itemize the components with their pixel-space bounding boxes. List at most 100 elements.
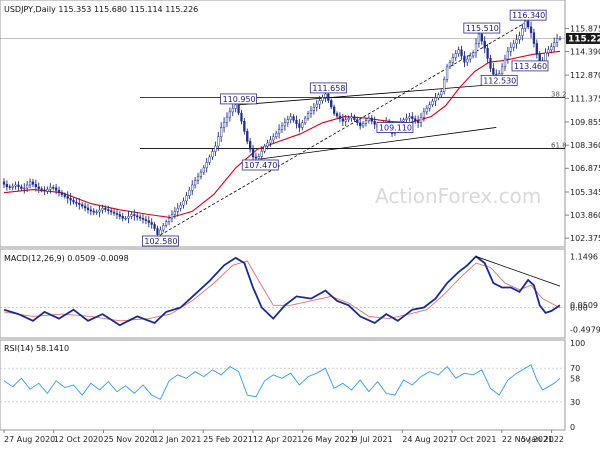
price-candle-body (228, 111, 232, 118)
callout-box (463, 22, 501, 34)
price-candle-body (315, 103, 318, 108)
price-candle-body (222, 122, 226, 128)
price-candle-body (272, 136, 275, 141)
price-candle-body (335, 113, 339, 117)
price-candle-body (86, 207, 90, 211)
price-candle-body (237, 104, 240, 114)
price-candle-body (11, 185, 14, 188)
price-y-label: 114.390 (570, 47, 600, 56)
callout-box (309, 82, 347, 94)
x-label: 9 Jul 2021 (353, 435, 393, 444)
x-label: 5 Jan 2022 (521, 435, 564, 444)
price-candle-body (23, 187, 26, 190)
price-callouts: 116.340 115.510 113.460 112.530 111.658 110.9… (141, 9, 549, 247)
price-candle-body (269, 139, 272, 144)
price-candle-body (170, 214, 174, 219)
price-candle-body (231, 108, 234, 113)
price-y-label: 109.855 (570, 118, 600, 127)
x-label: 7 Oct 2021 (452, 435, 496, 444)
price-candle-body (347, 117, 350, 120)
price-candle-body (193, 180, 197, 186)
price-candle-body (182, 200, 185, 206)
price-candle-body (463, 55, 466, 63)
price-candle-body (121, 216, 124, 219)
price-candle-body (225, 116, 229, 123)
price-candle-body (370, 117, 373, 122)
price-candle-body (553, 42, 556, 47)
callout-box (480, 74, 518, 86)
price-candle-body (419, 117, 423, 124)
price-candle-body (558, 38, 562, 40)
price-candle-body (408, 116, 411, 119)
callout-label: 116.340 (512, 11, 545, 20)
price-candle-body (2, 181, 6, 185)
price-candle-body (428, 104, 431, 109)
price-candle-body (361, 123, 365, 127)
price-candle-body (454, 53, 457, 58)
price-candle-body (89, 209, 93, 212)
callout-label: 107.470 (244, 161, 277, 170)
macd-series (0, 255, 565, 327)
price-candle-body (109, 210, 113, 213)
rsi-y-label: 30 (570, 398, 580, 407)
price-candle-body (205, 162, 208, 169)
price-candle-body (524, 20, 527, 29)
x-label: 26 May 2021 (303, 435, 355, 444)
price-candle-body (254, 156, 258, 159)
rsi-series (0, 364, 565, 403)
macd-y-label: 1.1496 (570, 252, 598, 261)
price-candle-body (405, 117, 408, 120)
price-candle-body (526, 20, 530, 28)
price-candle-body (185, 195, 188, 202)
price-y-label: 111.375 (570, 94, 600, 103)
price-candle-body (364, 120, 368, 124)
price-candle-body (518, 35, 521, 40)
price-candle-body (266, 142, 269, 147)
callout-label: 109.110 (379, 124, 412, 133)
macd-title: MACD(12,26,9) 0.0509 -0.0098 (4, 254, 129, 263)
callout-label: 102.580 (144, 237, 177, 246)
rsi-title: RSI(14) 58.1410 (4, 344, 69, 353)
rsi-y-label: 58 (570, 374, 580, 383)
price-y-label: 112.870 (570, 71, 600, 80)
price-candle-body (150, 222, 153, 225)
fib-label: 61.8 (551, 141, 567, 149)
x-label: 12 Apr 2021 (253, 435, 302, 444)
fib-label: 38.2 (551, 91, 567, 99)
price-panel-frame (0, 0, 566, 248)
price-candle-body (63, 194, 66, 197)
price-candle-body (443, 79, 446, 92)
trendline (260, 127, 497, 160)
price-candle-body (46, 189, 49, 192)
price-candle-body (211, 151, 214, 158)
price-candle-body (547, 49, 550, 54)
macd-y-label: 0.0509 (570, 301, 598, 310)
price-candle-body (416, 120, 420, 124)
price-y-label: 102.375 (570, 234, 600, 243)
price-candle-body (431, 100, 434, 105)
price-candle-body (515, 39, 518, 44)
price-candle-body (72, 199, 75, 203)
callout-box (511, 60, 549, 72)
price-candle-body (471, 52, 475, 57)
callout-label: 112.530 (483, 76, 516, 85)
price-candle-body (411, 116, 414, 119)
price-candle-body (356, 119, 359, 124)
price-candle-body (138, 216, 142, 219)
price-candle-body (550, 46, 553, 50)
price-candle-body (503, 58, 507, 68)
trendline (160, 20, 529, 236)
price-candle-body (37, 186, 40, 189)
price-candle-body (298, 123, 301, 128)
price-candle-body (60, 192, 64, 195)
macd-trendline (475, 256, 561, 287)
price-y-label: 105.345 (570, 188, 600, 197)
x-label: 22 Nov 2021 (502, 435, 553, 444)
price-candle-body (359, 122, 362, 127)
price-candle-body (240, 112, 243, 122)
price-candle-body (147, 220, 150, 223)
price-candle-body (107, 209, 110, 211)
